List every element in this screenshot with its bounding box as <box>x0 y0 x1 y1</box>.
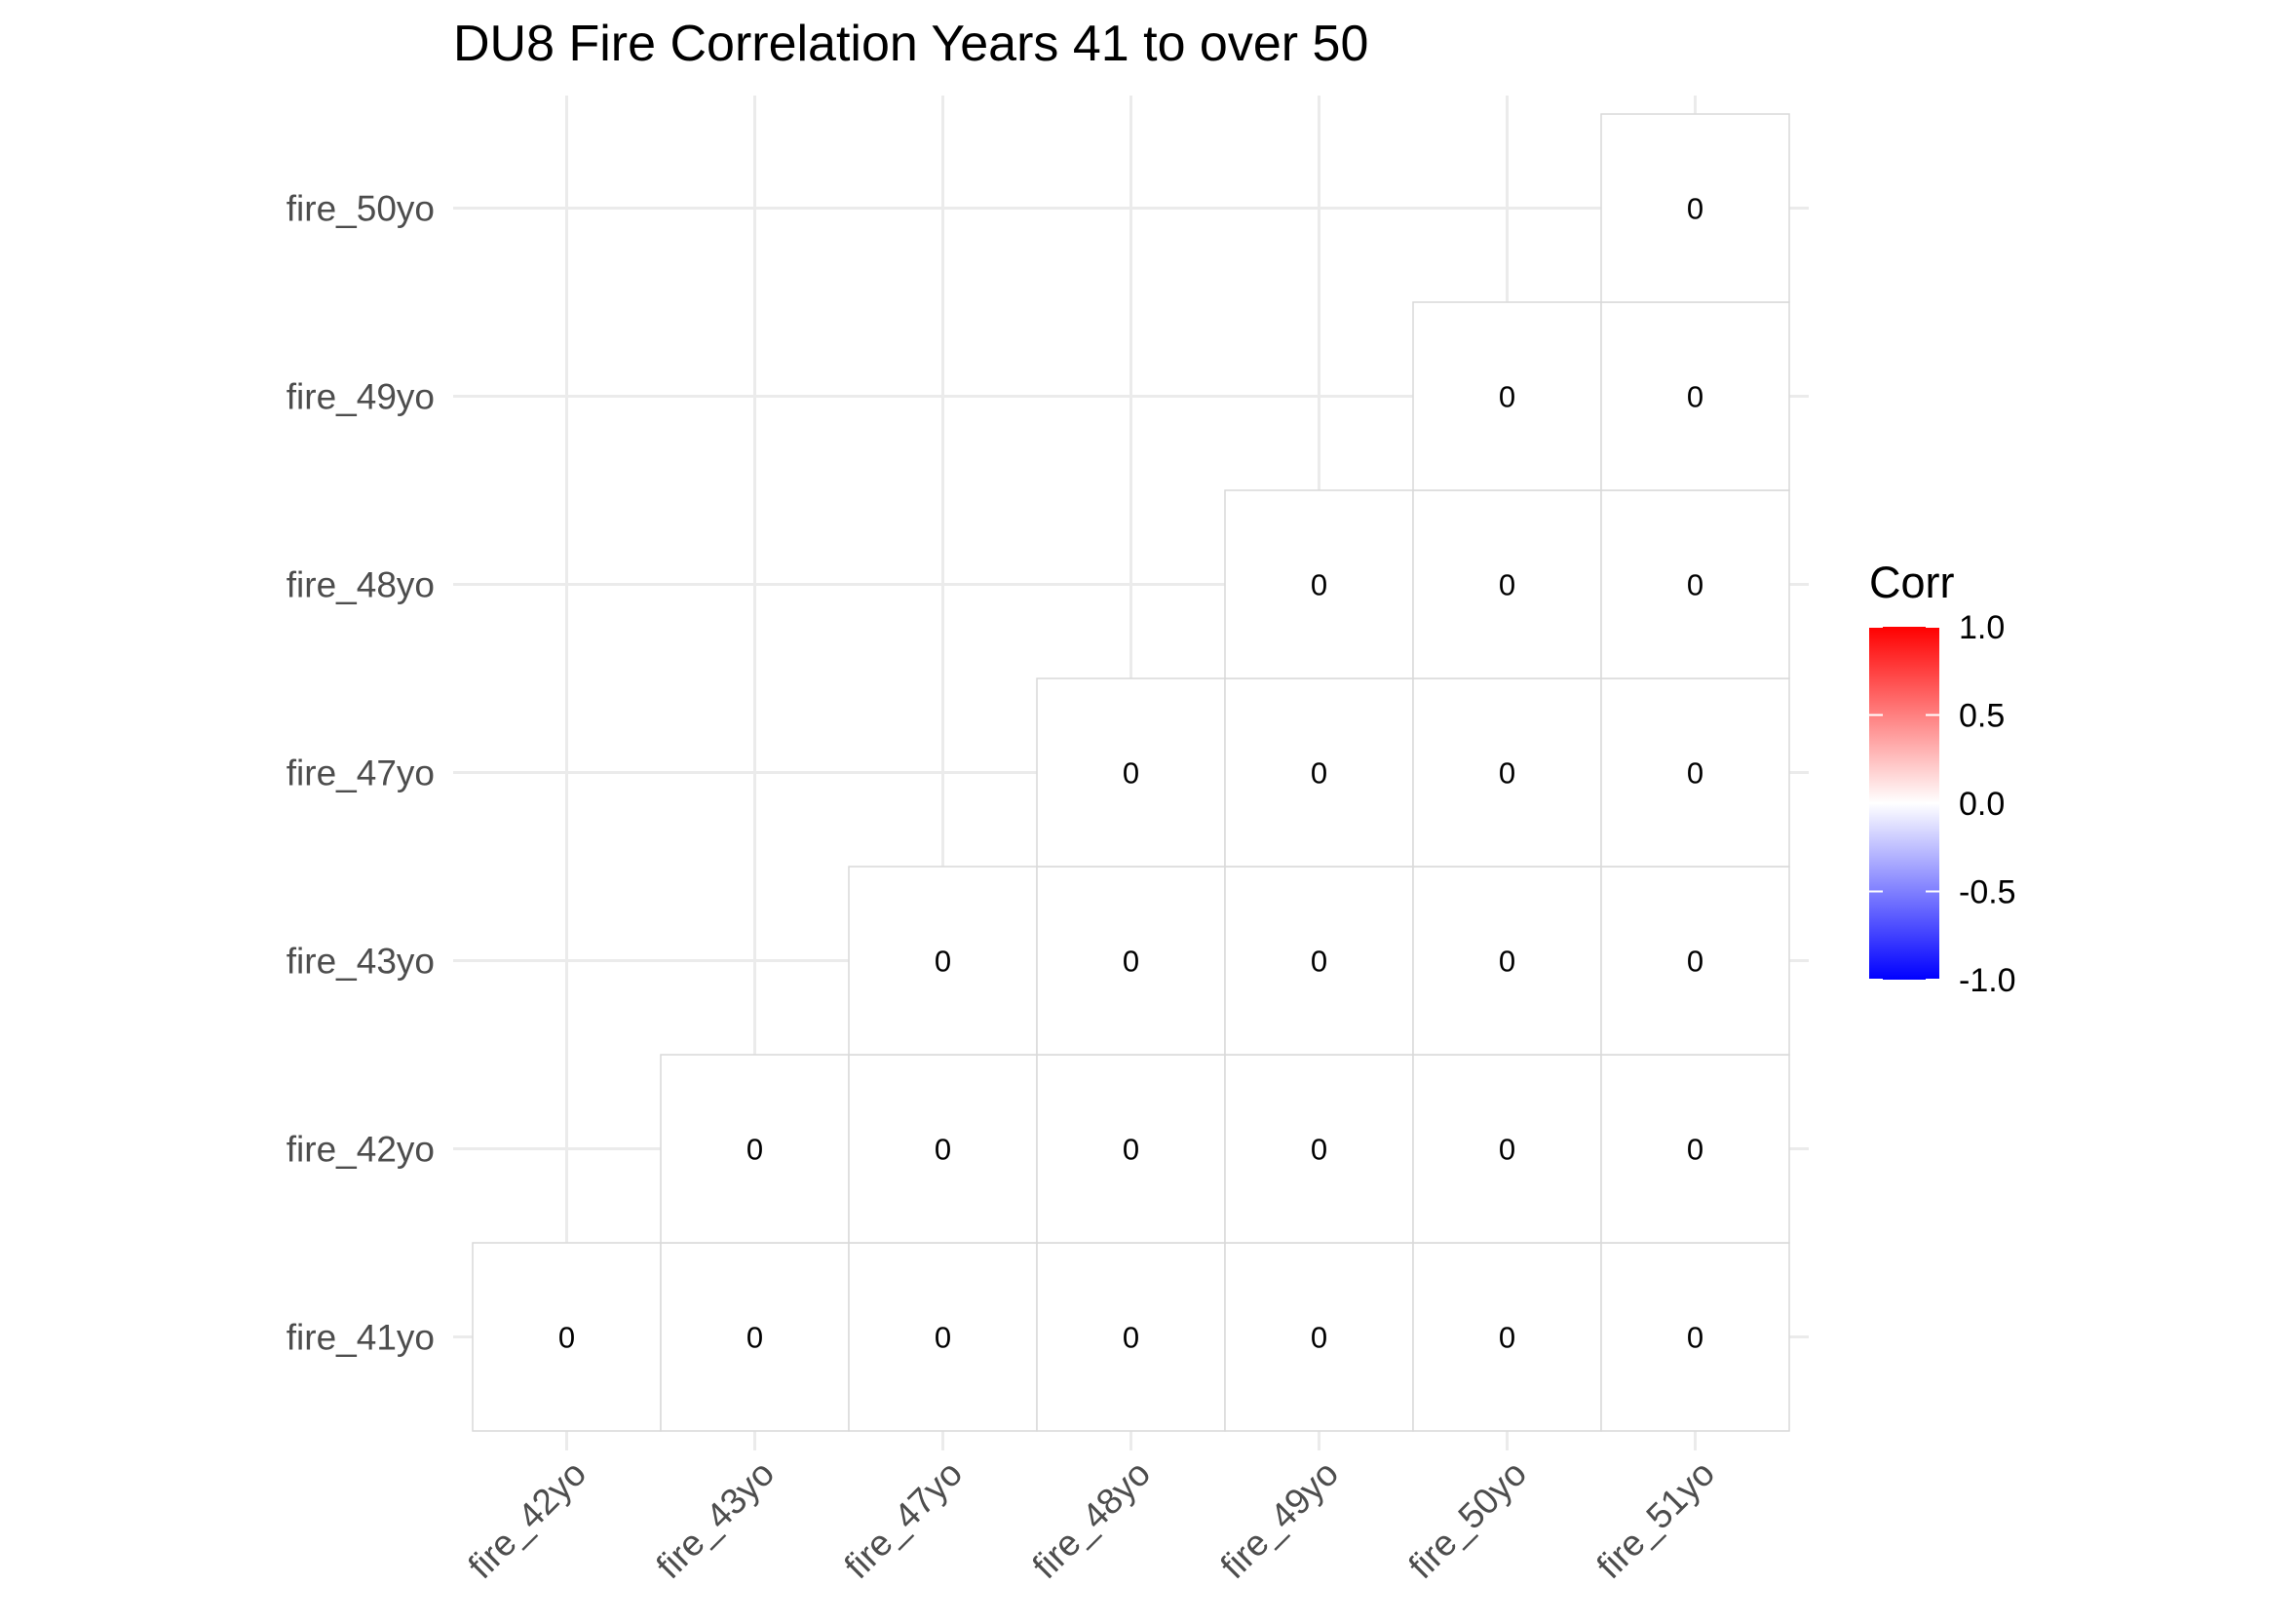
cell-value-label: 0 <box>1499 380 1515 414</box>
heatmap-cell <box>1224 1054 1414 1244</box>
legend-tick-label: -1.0 <box>1959 962 2016 999</box>
y-tick-label: fire_47yo <box>287 754 435 793</box>
x-tick-label: fire_50yo <box>1401 1453 1535 1587</box>
cell-value-label: 0 <box>558 1321 575 1355</box>
heatmap-cell <box>1600 489 1790 679</box>
heatmap-cell <box>848 1242 1038 1432</box>
x-tick-label: fire_48yo <box>1025 1453 1159 1587</box>
x-axis: fire_42yo fire_43yo fire_47yo fire_48yo fire… <box>461 1453 1723 1587</box>
heatmap-cell <box>848 866 1038 1056</box>
legend-tick-label: 1.0 <box>1959 609 2005 646</box>
y-tick-label: fire_48yo <box>287 565 435 605</box>
cell-value-label: 0 <box>1687 1321 1703 1355</box>
cell-value-label: 0 <box>935 1321 951 1355</box>
cell-value-label: 0 <box>1499 756 1515 791</box>
cell-value-label: 0 <box>1687 568 1703 602</box>
heatmap-cell <box>848 1054 1038 1244</box>
y-tick-label: fire_50yo <box>287 189 435 229</box>
x-tick-label: fire_49yo <box>1213 1453 1347 1587</box>
heatmap-cell <box>1412 489 1602 679</box>
heatmap-cell <box>1600 113 1790 303</box>
heatmap-cell <box>1412 301 1602 491</box>
cell-value-label: 0 <box>935 1133 951 1167</box>
legend-tick-label: 0.0 <box>1959 786 2005 823</box>
cell-value-label: 0 <box>1123 1321 1139 1355</box>
cell-value-label: 0 <box>1311 756 1327 791</box>
cell-value-label: 0 <box>1499 1133 1515 1167</box>
x-tick-label: fire_43yo <box>649 1453 783 1587</box>
legend-tick-label: 0.5 <box>1959 698 2005 735</box>
heatmap-cell <box>1412 866 1602 1056</box>
cell-value-label: 0 <box>1499 945 1515 979</box>
heatmap-cell <box>660 1242 850 1432</box>
legend-tick-label: -0.5 <box>1959 874 2016 911</box>
heatmap-cell <box>1412 1242 1602 1432</box>
heatmap-cell <box>1224 489 1414 679</box>
y-tick-label: fire_41yo <box>287 1318 435 1358</box>
cell-value-label: 0 <box>1687 945 1703 979</box>
y-tick-label: fire_42yo <box>287 1130 435 1170</box>
cell-value-label: 0 <box>1311 945 1327 979</box>
x-tick-label: fire_47yo <box>837 1453 971 1587</box>
heatmap-cell <box>1224 866 1414 1056</box>
chart-title: DU8 Fire Correlation Years 41 to over 50 <box>453 16 1368 72</box>
cell-value-label: 0 <box>1499 1321 1515 1355</box>
heatmap-cell <box>1036 1242 1226 1432</box>
heatmap-cell <box>1600 1054 1790 1244</box>
cell-value-label: 0 <box>746 1321 763 1355</box>
cell-value-label: 0 <box>1687 380 1703 414</box>
cell-value-label: 0 <box>1123 1133 1139 1167</box>
heatmap-cell <box>1036 866 1226 1056</box>
heatmap-cell <box>660 1054 850 1244</box>
cell-value-label: 0 <box>1687 1133 1703 1167</box>
heatmap-cell <box>1600 301 1790 491</box>
legend-title: Corr <box>1869 558 1955 607</box>
heatmap-cell <box>1224 1242 1414 1432</box>
heatmap-cell <box>1036 677 1226 868</box>
cell-value-label: 0 <box>1123 756 1139 791</box>
cell-value-label: 0 <box>1123 945 1139 979</box>
heatmap-cells: 0 0 0 0 0 0 0 0 0 0 0 0 0 0 0 0 0 0 0 0 0 0 0 0 0 0 0 0 <box>472 113 1790 1432</box>
y-tick-label: fire_43yo <box>287 942 435 982</box>
cell-value-label: 0 <box>1311 1321 1327 1355</box>
cell-value-label: 0 <box>1499 568 1515 602</box>
cell-value-label: 0 <box>935 945 951 979</box>
x-tick-label: fire_51yo <box>1589 1453 1723 1587</box>
y-axis: fire_41yo fire_42yo fire_43yo fire_47yo fire… <box>287 189 435 1358</box>
x-tick-label: fire_42yo <box>461 1453 594 1587</box>
heatmap-cell <box>1600 677 1790 868</box>
cell-value-label: 0 <box>1311 1133 1327 1167</box>
heatmap-cell <box>1036 1054 1226 1244</box>
y-tick-label: fire_49yo <box>287 377 435 417</box>
cell-value-label: 0 <box>1311 568 1327 602</box>
legend: Corr 1.0 0.5 0.0 -0.5 -1.0 <box>1869 558 2016 999</box>
cell-value-label: 0 <box>1687 756 1703 791</box>
heatmap-cell <box>1600 1242 1790 1432</box>
cell-value-label: 0 <box>746 1133 763 1167</box>
cell-value-label: 0 <box>1687 192 1703 226</box>
heatmap-cell <box>1600 866 1790 1056</box>
